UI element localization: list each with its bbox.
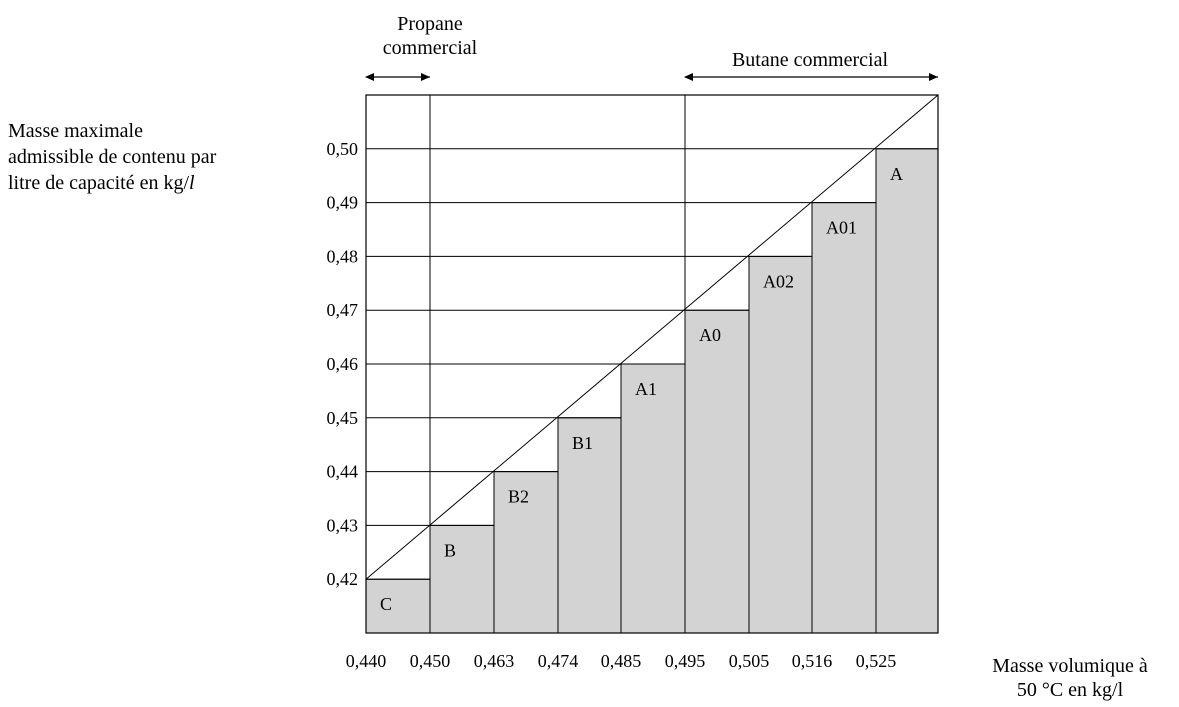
plot-frame [365, 94, 939, 634]
bar-label-a: A [890, 164, 903, 184]
bar-a02 [748, 255, 813, 634]
bar-a01 [811, 202, 877, 634]
bar-label-a0: A0 [699, 325, 721, 345]
y-axis-label-unit-italic: l [189, 172, 195, 194]
butane-annotation: Butane commercial [731, 49, 889, 71]
x-axis-label-line-1: Masse volumique à [992, 655, 1148, 677]
x-tick-label: 0,525 [856, 651, 897, 671]
bar-a0 [684, 309, 750, 634]
y-tick-label: 0,46 [327, 354, 359, 374]
x-tick-label: 0,485 [601, 651, 642, 671]
x-tick-label: 0,516 [792, 651, 833, 671]
x-axis-label-line-2: 50 °C en kg/l [1016, 679, 1124, 701]
bar-label-c: C [380, 594, 392, 614]
y-tick-label: 0,48 [327, 246, 359, 266]
x-tick-label: 0,450 [410, 651, 451, 671]
bar-label-b1: B1 [572, 433, 593, 453]
bar-label-a01: A01 [826, 218, 857, 238]
propane-annotation: Propane commercial [362, 12, 498, 60]
x-tick-label: 0,474 [538, 651, 579, 671]
bar-a [875, 148, 939, 634]
y-tick-label: 0,50 [327, 139, 359, 159]
bar-label-a02: A02 [763, 271, 794, 291]
x-tick-label: 0,505 [729, 651, 770, 671]
bar-b2 [493, 471, 559, 634]
propane-annotation-line-1: Propane [397, 13, 463, 35]
y-tick-label: 0,42 [327, 569, 359, 589]
bar-label-a1: A1 [635, 379, 657, 399]
propane-annotation-line-2: commercial [382, 37, 478, 59]
x-tick-label: 0,495 [665, 651, 706, 671]
y-tick-label: 0,44 [327, 462, 359, 482]
y-axis-label-line-1: Masse maximale [8, 120, 143, 142]
y-axis-label-line-3-text: litre de capacité en kg/ [8, 172, 190, 194]
y-axis-label: Masse maximale admissible de contenu par… [8, 118, 216, 196]
bar-c [365, 578, 431, 634]
diagonal-line [365, 94, 939, 580]
bar-b [429, 524, 495, 634]
y-tick-label: 0,45 [327, 408, 359, 428]
y-axis-label-line-3: litre de capacité en kg/l [8, 170, 216, 196]
bar-b1 [557, 417, 622, 634]
y-tick-label: 0,47 [327, 300, 359, 320]
y-axis-label-line-2: admissible de contenu par [8, 146, 217, 168]
x-axis-label: Masse volumique à 50 °C en kg/l [968, 654, 1172, 702]
bar-label-b2: B2 [508, 487, 529, 507]
bar-label-b: B [444, 540, 456, 560]
bar-a1 [620, 363, 686, 634]
x-tick-label: 0,440 [346, 651, 387, 671]
x-tick-label: 0,463 [474, 651, 515, 671]
y-tick-label: 0,43 [327, 515, 359, 535]
y-tick-label: 0,49 [327, 193, 359, 213]
